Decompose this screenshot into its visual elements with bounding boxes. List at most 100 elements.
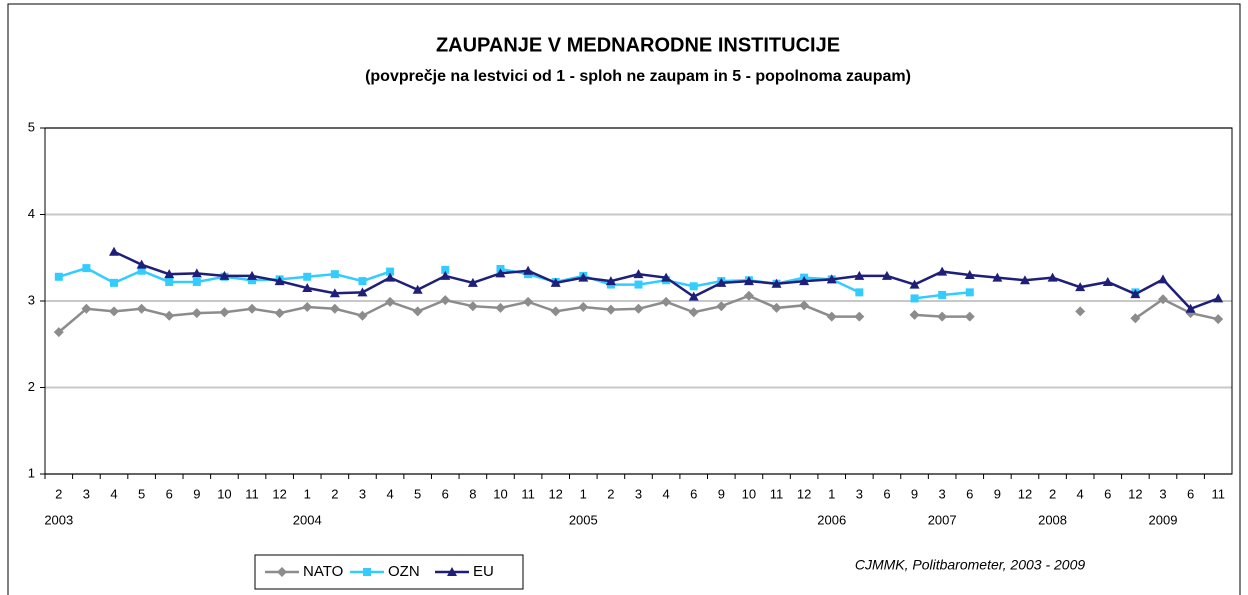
marker-triangle: [1130, 289, 1141, 299]
marker-diamond: [247, 303, 258, 314]
marker-triangle: [1185, 303, 1196, 313]
x-tick-label: 5: [414, 486, 421, 501]
x-tick-label: 4: [386, 486, 393, 501]
y-tick-label: 2: [28, 379, 35, 394]
marker-diamond: [799, 300, 810, 311]
legend-label: EU: [473, 563, 494, 580]
x-tick-label: 12: [1128, 486, 1142, 501]
x-tick-label: 9: [911, 486, 918, 501]
marker-triangle: [109, 246, 120, 256]
marker-diamond: [136, 303, 147, 314]
marker-triangle: [1075, 282, 1086, 292]
marker-square: [910, 294, 919, 303]
y-tick-label: 5: [28, 119, 35, 134]
year-label: 2009: [1149, 512, 1178, 527]
marker-square: [634, 280, 643, 289]
marker-square: [248, 276, 257, 285]
marker-triangle: [523, 265, 534, 275]
x-tick-label: 4: [110, 486, 117, 501]
marker-diamond: [605, 304, 616, 315]
marker-triangle: [992, 272, 1003, 282]
marker-triangle: [164, 269, 175, 279]
marker-diamond: [385, 296, 396, 307]
x-tick-label: 3: [359, 486, 366, 501]
x-tick-label: 3: [856, 486, 863, 501]
marker-diamond: [743, 290, 754, 301]
marker-triangle: [274, 276, 285, 286]
marker-diamond: [826, 311, 837, 322]
marker-triangle: [578, 272, 589, 282]
marker-triangle: [688, 291, 699, 301]
x-tick-label: 2: [55, 486, 62, 501]
x-tick-label: 6: [966, 486, 973, 501]
legend-label: OZN: [388, 563, 420, 580]
marker-diamond: [109, 306, 120, 317]
marker-triangle: [1157, 274, 1168, 284]
marker-square: [303, 272, 312, 281]
marker-diamond: [302, 302, 313, 313]
x-tick-label: 8: [469, 486, 476, 501]
marker-triangle: [854, 270, 865, 280]
marker-triangle: [605, 276, 616, 286]
x-tick-label: 4: [1077, 486, 1084, 501]
marker-square: [441, 265, 450, 274]
marker-diamond: [688, 307, 699, 318]
marker-triangle: [302, 283, 313, 293]
marker-triangle: [771, 278, 782, 288]
marker-diamond: [1075, 306, 1086, 317]
marker-triangle: [909, 279, 920, 289]
marker-diamond: [771, 302, 782, 313]
marker-diamond: [81, 303, 92, 314]
marker-diamond: [495, 302, 506, 313]
marker-diamond: [412, 306, 423, 317]
marker-triangle: [467, 277, 478, 287]
x-tick-label: 3: [1159, 486, 1166, 501]
marker-triangle: [661, 272, 672, 282]
marker-triangle: [937, 266, 948, 276]
x-tick-label: 10: [742, 486, 756, 501]
source-note: CJMMK, Politbarometer, 2003 - 2009: [855, 557, 1086, 573]
marker-diamond: [329, 303, 340, 314]
marker-square: [165, 277, 174, 286]
marker-triangle: [743, 276, 754, 286]
x-tick-label: 9: [718, 486, 725, 501]
marker-triangle: [495, 268, 506, 278]
marker-triangle: [633, 269, 644, 279]
marker-triangle: [440, 270, 451, 280]
marker-square: [82, 264, 91, 273]
marker-diamond: [191, 308, 202, 319]
plot-area: [44, 127, 1233, 475]
year-label: 2003: [44, 512, 73, 527]
marker-triangle: [550, 277, 561, 287]
marker-triangle: [1213, 293, 1224, 303]
x-tick-label: 12: [1018, 486, 1032, 501]
x-tick-label: 1: [304, 486, 311, 501]
marker-diamond: [854, 311, 865, 322]
marker-triangle: [247, 270, 258, 280]
marker-triangle: [799, 276, 810, 286]
marker-square: [358, 277, 367, 286]
marker-triangle: [357, 287, 368, 297]
marker-square: [855, 288, 864, 297]
x-tick-label: 5: [138, 486, 145, 501]
marker-triangle: [385, 272, 396, 282]
marker-triangle: [964, 270, 975, 280]
marker-triangle: [447, 567, 457, 576]
x-tick-label: 12: [272, 486, 286, 501]
marker-diamond: [1213, 314, 1224, 325]
year-label: 2004: [293, 512, 322, 527]
legend-label: NATO: [303, 563, 343, 580]
marker-square: [689, 282, 698, 291]
marker-triangle: [1102, 276, 1113, 286]
chart-title: ZAUPANJE V MEDNARODNE INSTITUCIJE: [436, 34, 840, 56]
marker-diamond: [909, 309, 920, 320]
marker-diamond: [357, 310, 368, 321]
marker-diamond: [1130, 313, 1141, 324]
marker-triangle: [1047, 272, 1058, 282]
x-tick-label: 6: [1104, 486, 1111, 501]
marker-diamond: [467, 301, 478, 312]
x-tick-label: 10: [217, 486, 231, 501]
marker-diamond: [964, 311, 975, 322]
